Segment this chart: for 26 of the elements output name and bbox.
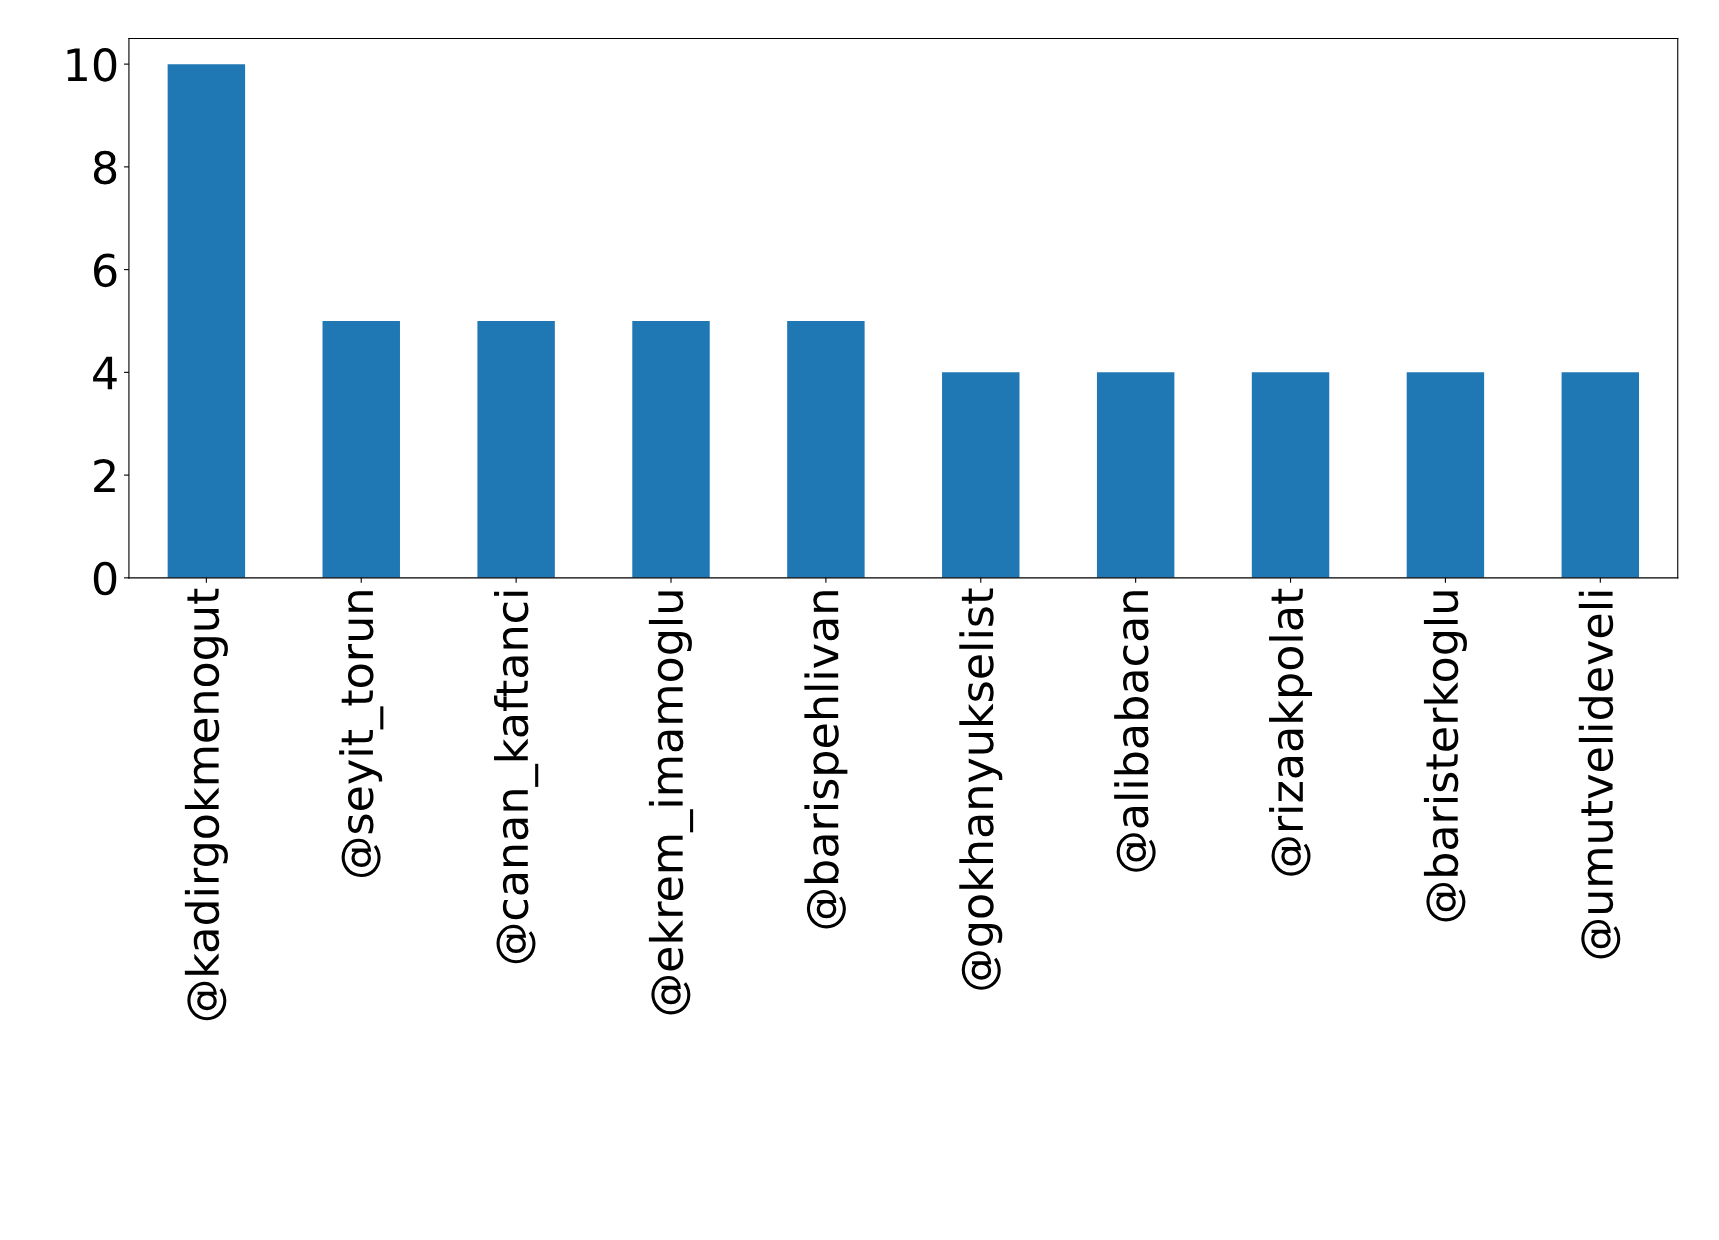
- y-tick-label: 4: [93, 356, 117, 390]
- x-tick-label: @canan_kaftanci: [494, 591, 539, 964]
- bar: [322, 320, 400, 578]
- y-tick-label: 2: [94, 459, 115, 492]
- bar: [477, 320, 555, 578]
- y-tick-label: 8: [93, 150, 117, 185]
- bar: [632, 320, 710, 578]
- x-tick-label: @alibabacan: [1114, 591, 1156, 872]
- x-tick-label: @umutvelideveli: [1578, 591, 1621, 959]
- y-tick-label: 0: [93, 561, 117, 596]
- bar: [1096, 372, 1175, 578]
- x-tick-label: @baristerkoglu: [1423, 591, 1467, 922]
- y-tick-label: 6: [94, 253, 117, 288]
- bar: [1561, 372, 1640, 578]
- bar: [167, 64, 246, 578]
- x-tick-label: @seyit_torun: [339, 591, 384, 878]
- bar: [942, 372, 1020, 578]
- y-tick-label: 10: [67, 48, 117, 82]
- x-tick-label: @rizaakpolat: [1269, 588, 1313, 876]
- x-tick-label: @ekrem_imamoglu: [648, 591, 694, 1015]
- x-tick-label: @kadirgokmenogut: [184, 588, 228, 1021]
- x-tick-label: @barispehlivan: [804, 591, 848, 929]
- x-tick-label: @gokhanyukselist: [959, 588, 1003, 990]
- bar: [1406, 372, 1485, 578]
- bar: [1251, 372, 1330, 578]
- bar: [787, 320, 865, 578]
